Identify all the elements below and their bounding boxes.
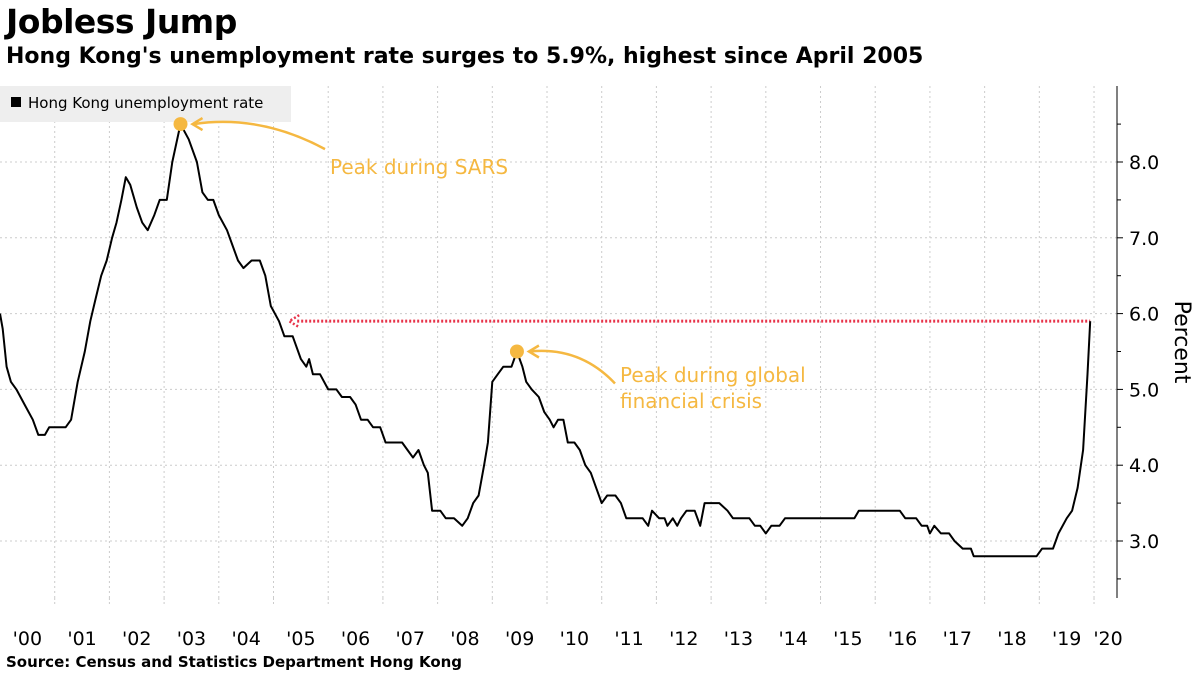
source-note: Source: Census and Statistics Department… — [6, 653, 463, 671]
x-tick-label: '11 — [614, 628, 643, 650]
legend-swatch — [11, 97, 21, 107]
legend: Hong Kong unemployment rate — [0, 86, 291, 122]
annotation-arrowhead-sars — [190, 117, 204, 132]
y-tick-label: 7.0 — [1129, 228, 1159, 250]
chart-title: Jobless Jump — [6, 2, 237, 41]
x-tick-label: '08 — [450, 628, 479, 650]
x-tick-label: '07 — [396, 628, 425, 650]
annotation-arrow-sars — [193, 120, 326, 151]
x-tick-label: '06 — [341, 628, 370, 650]
grid-lines — [0, 86, 1117, 598]
annotation-label-gfc: Peak during global — [620, 363, 806, 387]
x-tick-label: '00 — [13, 628, 42, 650]
x-tick-label: '12 — [669, 628, 698, 650]
x-tick-label: '20 — [1093, 628, 1122, 650]
series-group — [0, 123, 1092, 558]
annotations: Peak during SARS Peak during globalfinanc… — [173, 117, 806, 413]
x-tick-label: '04 — [231, 628, 260, 650]
x-tick-label: '10 — [560, 628, 589, 650]
x-tick-label: '09 — [505, 628, 534, 650]
series-line — [0, 123, 1092, 558]
chart-subtitle: Hong Kong's unemployment rate surges to … — [6, 44, 924, 69]
legend-label: Hong Kong unemployment rate — [28, 94, 263, 112]
x-axis: '00 '01 '02 '03 '04 '05 '06 '07 '08 '09 '10 '11 '12 '… — [13, 598, 1123, 650]
x-tick-label: '14 — [778, 628, 807, 650]
x-tick-label: '18 — [997, 628, 1026, 650]
y-tick-label: 5.0 — [1129, 379, 1159, 401]
x-tick-label: '01 — [67, 628, 96, 650]
y-tick-label: 3.0 — [1129, 531, 1159, 553]
annotation-label-sars: Peak during SARS — [330, 155, 508, 179]
x-tick-label: '03 — [177, 628, 206, 650]
x-tick-label: '16 — [888, 628, 917, 650]
x-tick-label: '05 — [286, 628, 315, 650]
y-tick-label: 6.0 — [1129, 304, 1159, 326]
y-tick-label: 8.0 — [1129, 152, 1159, 174]
x-tick-label: '19 — [1052, 628, 1081, 650]
annotation-arrowhead-gfc — [526, 344, 540, 359]
reference-line-group — [286, 314, 1091, 329]
y-tick-label: 4.0 — [1129, 455, 1159, 477]
x-tick-label: '15 — [833, 628, 862, 650]
x-tick-label: '13 — [724, 628, 753, 650]
y-axis: 3.0 4.0 5.0 6.0 7.0 8.0 Percent — [1116, 86, 1194, 598]
peak-marker-sars — [173, 117, 188, 132]
peak-marker-gfc — [509, 344, 524, 359]
legend-background — [0, 86, 291, 122]
annotation-arrow-gfc — [529, 349, 616, 385]
y-axis-title: Percent — [1169, 301, 1194, 384]
x-tick-label: '17 — [943, 628, 972, 650]
annotation-label-gfc: financial crisis — [620, 389, 762, 413]
x-tick-label: '02 — [122, 628, 151, 650]
